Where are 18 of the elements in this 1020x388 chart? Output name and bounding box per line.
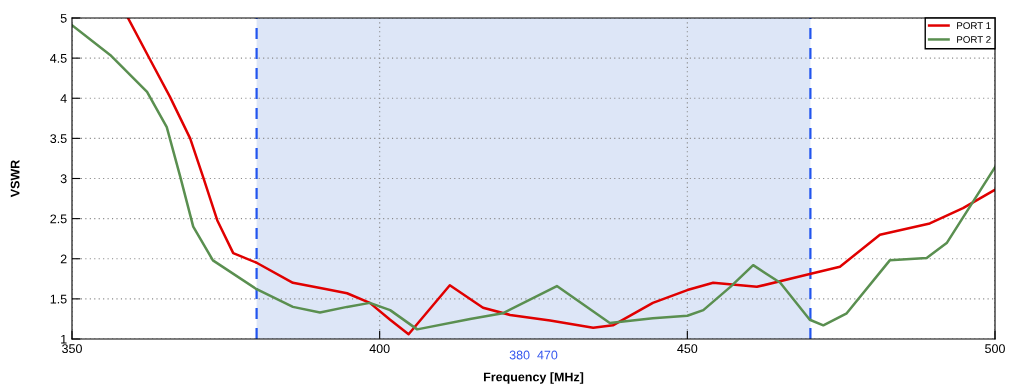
y-tick-label: 1.5 [50,294,67,304]
y-tick-label: 2 [60,254,67,264]
x-axis-title: Frequency [MHz] [483,372,584,384]
y-tick-label: 3.5 [50,134,67,144]
legend-label: PORT 1 [957,22,991,30]
y-tick-label: 1 [61,334,67,344]
y-tick-label: 4.5 [50,54,67,63]
x-tick-label: 400 [369,344,390,354]
legend-label: PORT 2 [957,36,991,43]
y-tick-label: 4 [60,94,67,103]
y-tick-label: 3 [60,174,67,184]
x-tick-label: 350 [62,344,82,354]
x-tick-label: 450 [677,344,698,354]
y-axis-title: VSWR [10,160,20,198]
y-tick-label: 2.5 [50,214,67,224]
x-tick-label: 500 [985,344,1005,354]
y-tick-label: 5 [60,13,67,23]
text: 380 470 [509,350,558,360]
